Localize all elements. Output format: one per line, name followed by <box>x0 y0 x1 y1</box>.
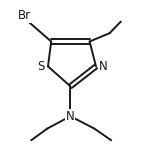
Text: Br: Br <box>18 9 31 22</box>
Text: S: S <box>37 60 44 73</box>
Text: N: N <box>99 60 108 73</box>
Text: N: N <box>66 110 75 123</box>
